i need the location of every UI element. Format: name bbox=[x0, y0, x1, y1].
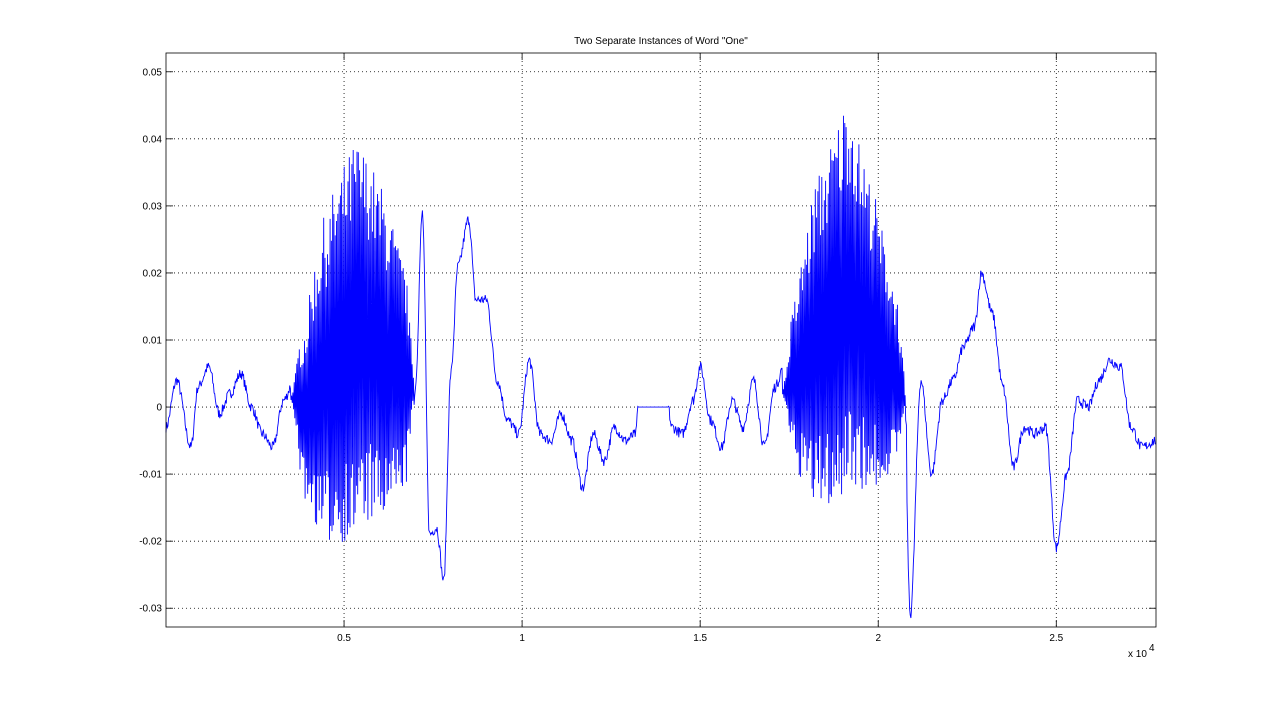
chart-title: Two Separate Instances of Word "One" bbox=[574, 36, 748, 47]
x-tick-label: 2.5 bbox=[1049, 633, 1063, 644]
x-tick-label: 2 bbox=[875, 633, 881, 644]
y-tick-label: 0.04 bbox=[143, 134, 163, 145]
axis-ticks bbox=[166, 53, 1156, 627]
signal-series bbox=[165, 115, 1156, 619]
x-tick-label: 0.5 bbox=[337, 633, 351, 644]
x-tick-labels: 0.5 1 1.5 2 2.5 bbox=[337, 633, 1064, 644]
x-tick-label: 1.5 bbox=[693, 633, 707, 644]
y-tick-labels: -0.03 -0.02 -0.01 0 0.01 0.02 0.03 0.04 0.05 bbox=[139, 67, 162, 614]
signal-line bbox=[165, 115, 1156, 619]
y-tick-label: -0.03 bbox=[139, 604, 162, 615]
x-exponent-label: x 10 bbox=[1128, 649, 1147, 660]
y-tick-label: -0.02 bbox=[139, 537, 162, 548]
x-tick-label: 1 bbox=[519, 633, 525, 644]
y-tick-label: 0.05 bbox=[143, 67, 163, 78]
y-tick-label: 0.02 bbox=[143, 268, 163, 279]
x-exponent-power: 4 bbox=[1149, 643, 1155, 654]
y-tick-label: 0.03 bbox=[143, 201, 163, 212]
y-tick-label: -0.01 bbox=[139, 470, 162, 481]
y-tick-label: 0 bbox=[156, 403, 162, 414]
y-tick-label: 0.01 bbox=[143, 336, 163, 347]
